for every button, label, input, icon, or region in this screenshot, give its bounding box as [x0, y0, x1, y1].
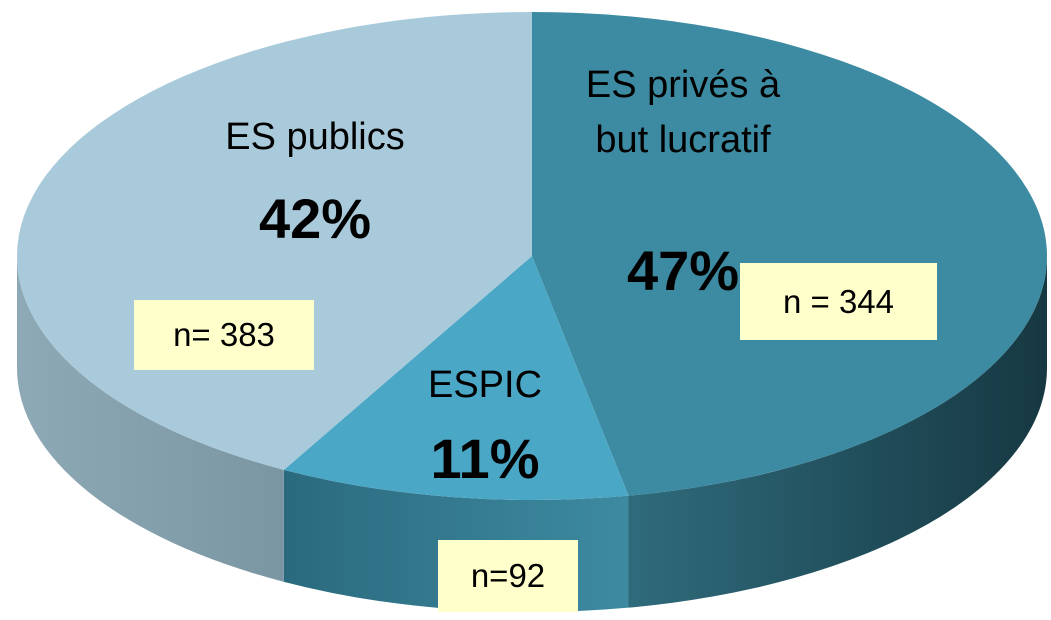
slice: [283, 256, 629, 500]
count-label: n= 383: [134, 300, 314, 370]
value-label: 11%: [430, 427, 540, 490]
slice-label: ES privés à but lucratif: [585, 64, 781, 162]
value-label: 47%: [626, 239, 740, 302]
slice-label: ES publics: [225, 116, 405, 158]
slice-side: [17, 256, 284, 582]
value-label: 42%: [258, 187, 372, 250]
slice-label: ESPIC: [427, 364, 543, 406]
slice-side: [628, 256, 1047, 608]
count-label: n = 344: [740, 263, 937, 340]
count-label: n=92: [438, 540, 578, 612]
slice: [532, 12, 1047, 496]
